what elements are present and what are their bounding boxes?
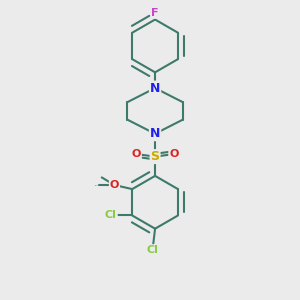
Text: O: O (110, 180, 119, 190)
Text: methoxy: methoxy (95, 184, 101, 186)
Text: Cl: Cl (147, 245, 158, 255)
Text: F: F (151, 8, 159, 18)
Text: N: N (150, 82, 160, 94)
Text: N: N (150, 127, 160, 140)
Text: O: O (169, 149, 178, 159)
Text: Cl: Cl (105, 211, 117, 220)
Text: O: O (132, 149, 141, 159)
Text: S: S (151, 150, 160, 163)
